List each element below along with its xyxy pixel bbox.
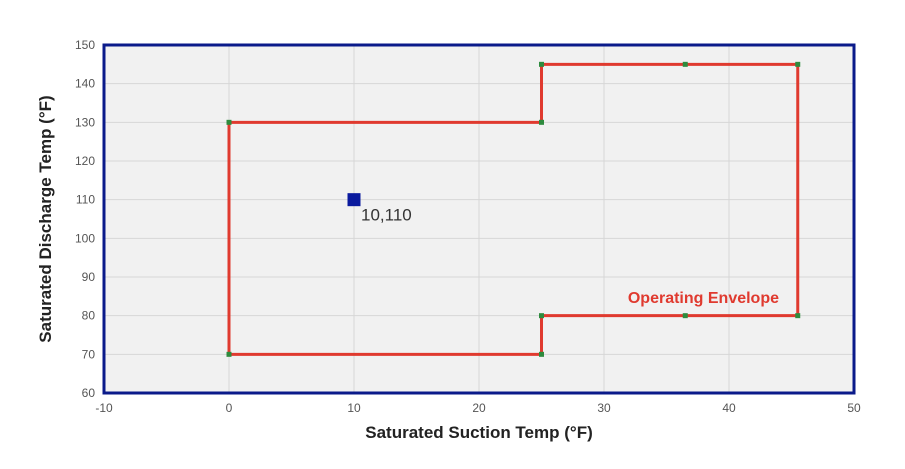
operating-envelope-group [226, 61, 801, 357]
x-tick-label: 40 [722, 401, 736, 415]
x-tick-label: 30 [597, 401, 611, 415]
x-tick-label: 20 [472, 401, 486, 415]
envelope-vertex-marker [539, 313, 544, 319]
y-tick-label: 100 [75, 231, 95, 245]
y-tick-label: 130 [75, 115, 95, 129]
x-tick-label: -10 [95, 401, 113, 415]
x-tick-label: 50 [847, 401, 861, 415]
envelope-vertex-marker [795, 313, 801, 319]
envelope-vertex-marker [539, 351, 544, 357]
y-tick-label: 90 [82, 270, 96, 284]
data-point-marker [347, 193, 361, 207]
envelope-vertex-marker [795, 61, 801, 67]
x-tick-label: 10 [347, 401, 361, 415]
tick-labels: -10 0 10 20 30 40 50 60 70 80 90 100 110 120 130 140 150 [75, 38, 861, 415]
envelope-vertex-marker [682, 61, 688, 67]
x-tick-label: 0 [226, 401, 233, 415]
envelope-vertex-marker [539, 61, 544, 67]
y-tick-label: 140 [75, 77, 95, 91]
y-axis-title: Saturated Discharge Temp (°F) [36, 95, 55, 342]
y-tick-label: 60 [82, 386, 96, 400]
envelope-vertex-marker [682, 313, 688, 319]
x-axis-title: Saturated Suction Temp (°F) [365, 423, 593, 442]
plot-border [102, 43, 856, 395]
y-tick-label: 150 [75, 38, 95, 52]
envelope-vertex-marker [226, 119, 232, 125]
envelope-vertex-marker [226, 351, 232, 357]
y-tick-label: 80 [82, 309, 96, 323]
data-point-group: 10,110 [347, 193, 412, 225]
envelope-vertex-marker [539, 119, 544, 125]
y-tick-label: 110 [76, 193, 95, 207]
operating-envelope-label: Operating Envelope [628, 290, 779, 307]
y-tick-label: 70 [82, 347, 96, 361]
y-tick-label: 120 [75, 154, 95, 168]
data-point-label: 10,110 [361, 206, 412, 225]
